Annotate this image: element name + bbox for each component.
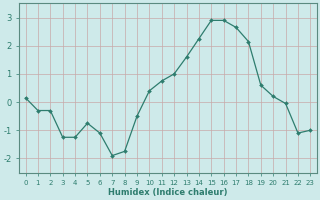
X-axis label: Humidex (Indice chaleur): Humidex (Indice chaleur) [108, 188, 228, 197]
